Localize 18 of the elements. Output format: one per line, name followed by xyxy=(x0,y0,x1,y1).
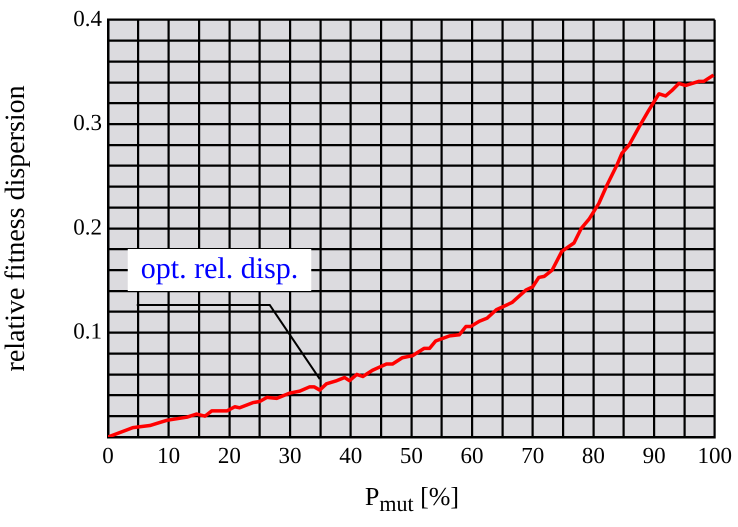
x-tick-label: 30 xyxy=(278,442,302,468)
x-tick-label: 100 xyxy=(698,442,732,468)
y-tick-label: 0.1 xyxy=(73,318,102,344)
x-axis-title: P$_{mut}$ [%] xyxy=(364,482,460,518)
x-tick-label: 20 xyxy=(218,442,241,468)
x-tick-label: 80 xyxy=(582,442,605,468)
annotation: opt. rel. disp. xyxy=(140,252,298,285)
y-axis-title: relative fitness dispersion xyxy=(0,85,32,372)
y-tick-label: 0.3 xyxy=(73,110,102,136)
x-tick-label: 50 xyxy=(400,442,423,468)
x-tick-label: 60 xyxy=(460,442,484,468)
x-tick-label: 0 xyxy=(102,442,114,468)
x-tick-label: 10 xyxy=(157,442,180,468)
x-tick-label: 90 xyxy=(642,442,666,468)
x-tick-label: 70 xyxy=(521,442,544,468)
y-tick-label: 0.2 xyxy=(73,214,102,240)
y-tick-label: 0.4 xyxy=(73,6,102,31)
x-tick-label: 40 xyxy=(339,442,362,468)
